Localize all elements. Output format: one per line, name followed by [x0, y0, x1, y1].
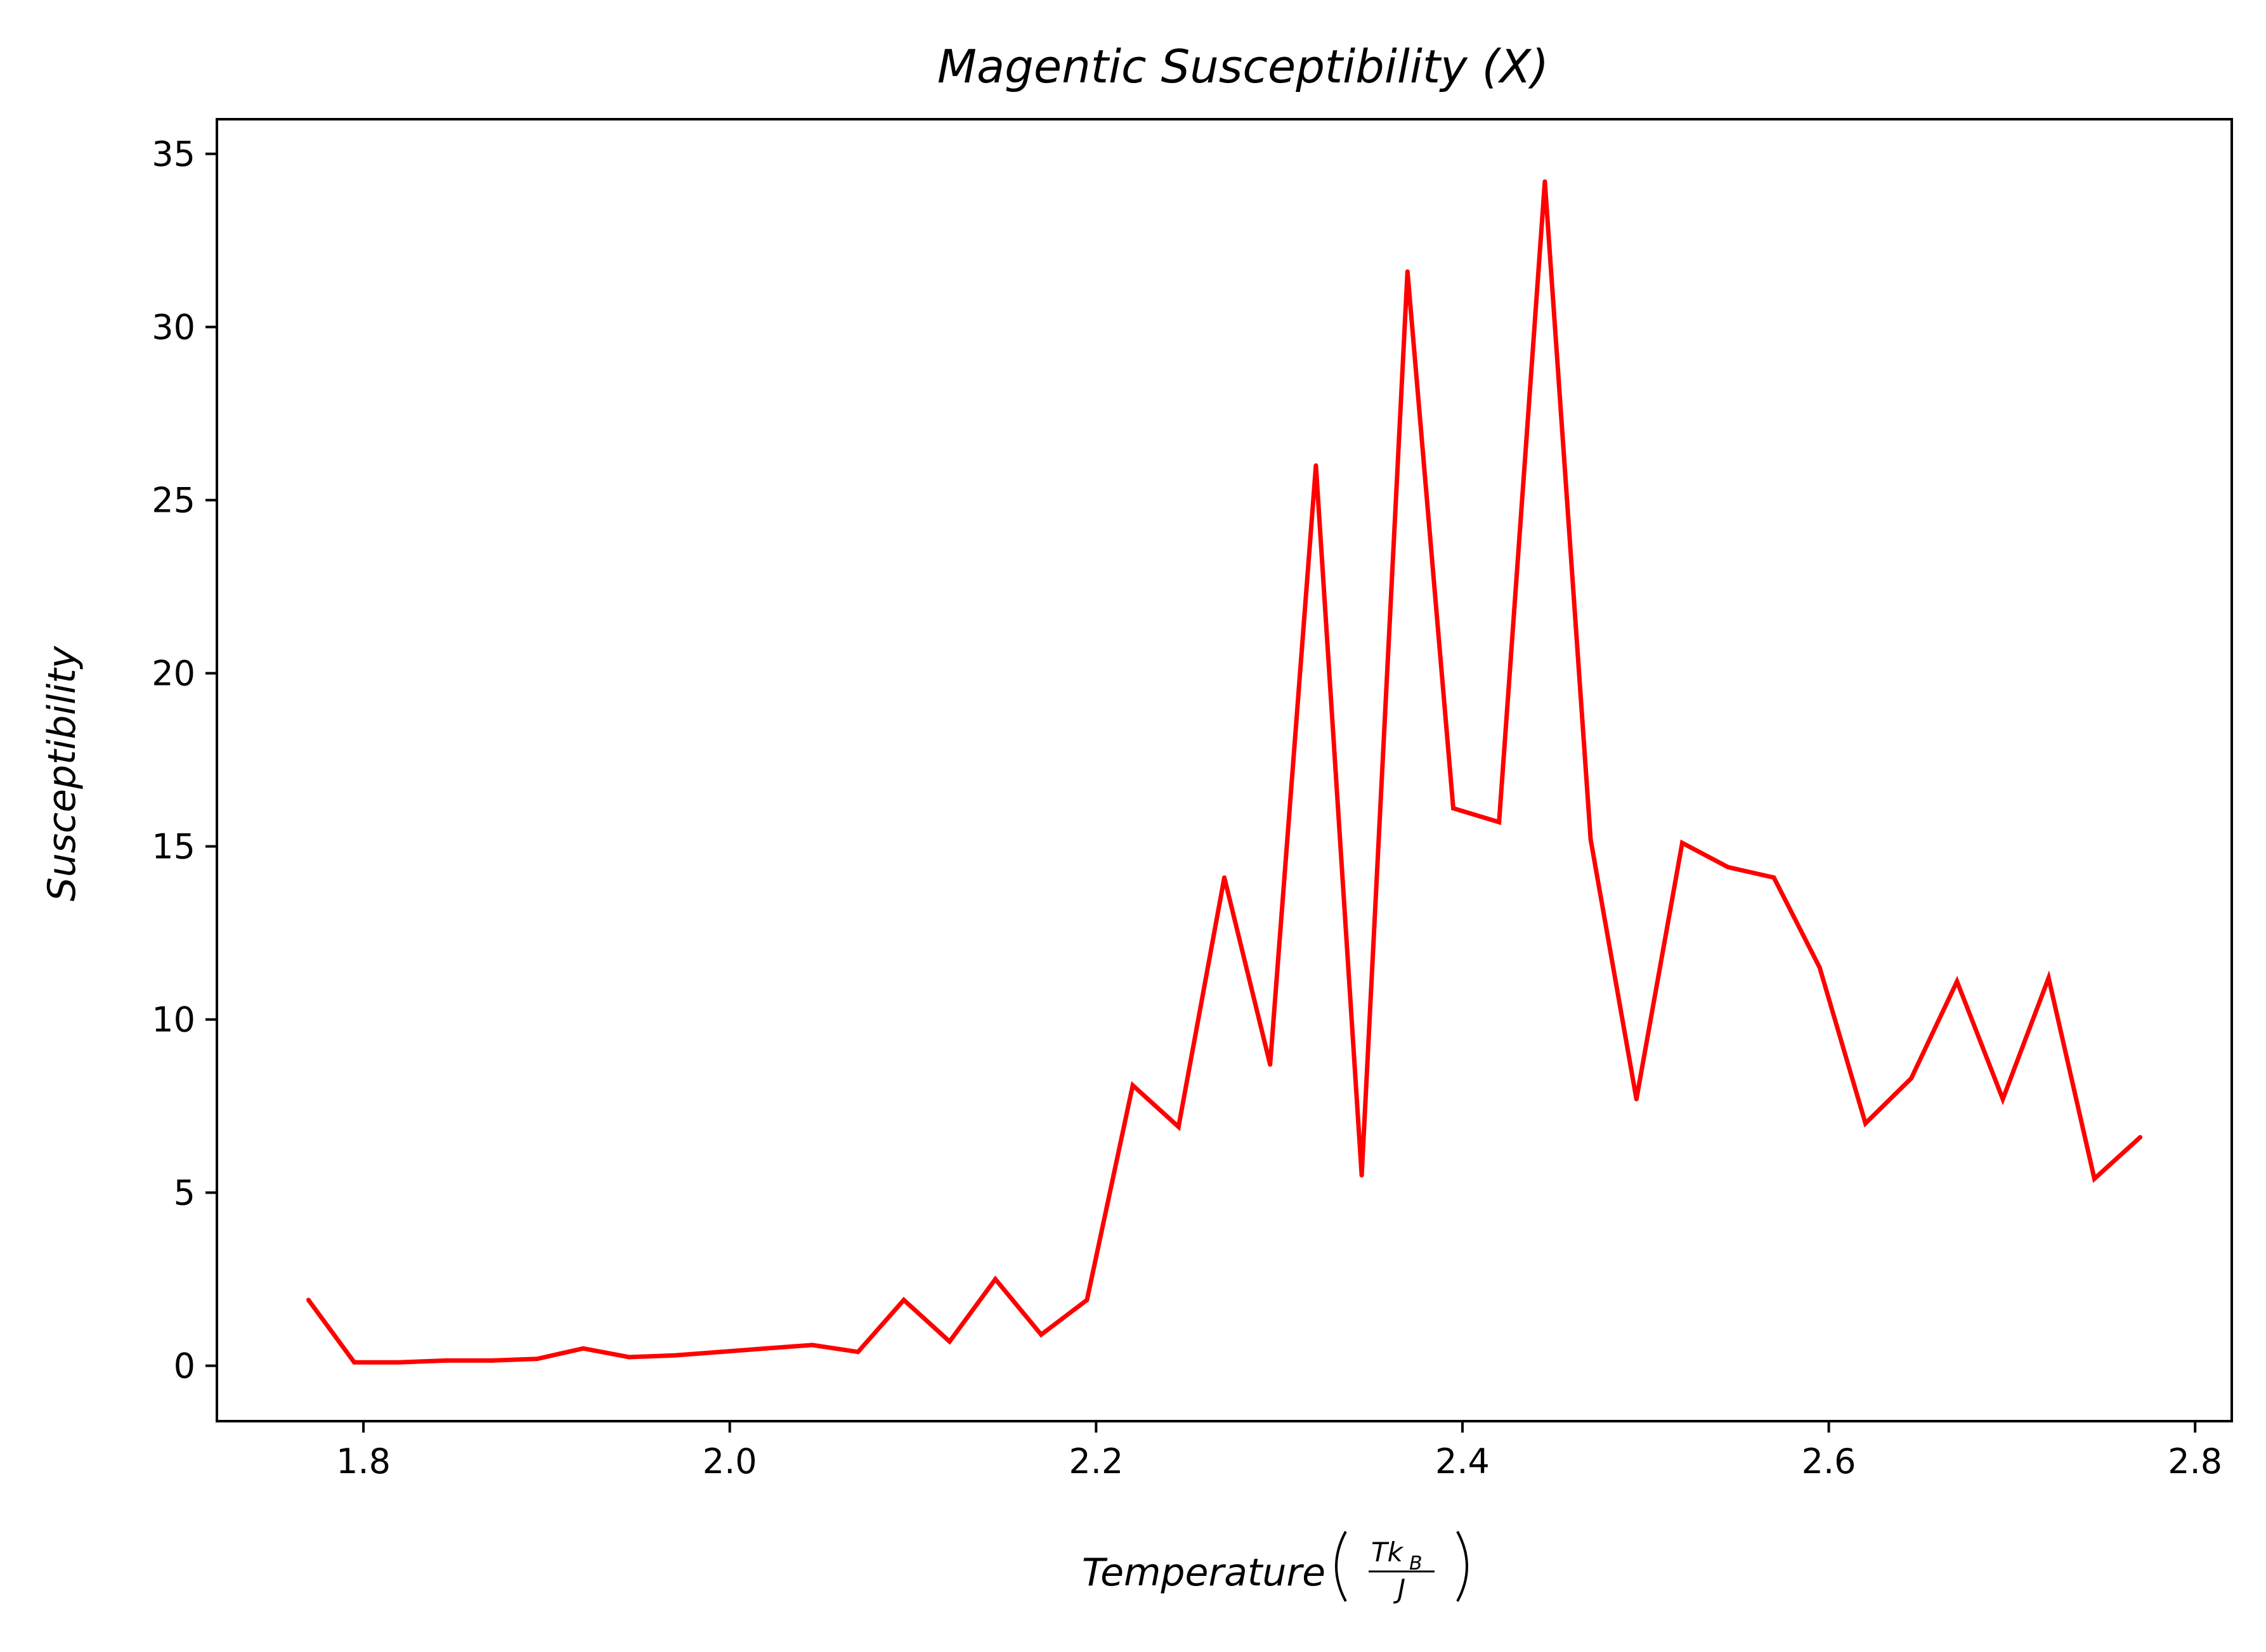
data-point	[1039, 1332, 1044, 1337]
x-tick-label: 2.6	[1802, 1441, 1856, 1481]
data-point	[1451, 806, 1455, 811]
plot-frame	[216, 118, 2233, 1422]
data-point	[1909, 1076, 1914, 1081]
data-point	[1817, 965, 1822, 970]
data-point	[672, 1353, 677, 1358]
y-tick-label: 5	[174, 1173, 195, 1213]
y-axis-ticks: 0 5 10 15 20 25 30 35	[152, 134, 217, 1386]
y-tick-label: 30	[152, 308, 195, 348]
chart-title: Magentic Susceptibility (X)	[937, 40, 1549, 93]
y-axis-label: Susceptibility	[40, 645, 84, 901]
data-point	[1268, 1062, 1273, 1067]
data-point	[2046, 975, 2051, 980]
data-point	[1726, 864, 1731, 869]
data-point	[398, 1360, 403, 1365]
x-tick-label: 2.0	[703, 1441, 757, 1481]
susceptibility-series-points	[306, 179, 2143, 1365]
fraction-numerator: Tk	[1371, 1537, 1404, 1568]
data-point	[1771, 875, 1776, 880]
data-point	[1955, 979, 1960, 984]
x-axis-label: Temperature Tk B J	[1082, 1531, 1468, 1604]
data-point	[764, 1346, 769, 1351]
data-point	[1176, 1124, 1181, 1129]
right-paren	[1456, 1531, 1468, 1602]
x-axis-ticks: 1.8 2.0 2.2 2.4 2.6 2.8	[336, 1421, 2222, 1481]
data-point	[1542, 179, 1547, 184]
y-tick-label: 25	[152, 481, 195, 521]
fraction-numerator-subscript: B	[1409, 1552, 1423, 1575]
data-point	[718, 1350, 723, 1355]
data-point	[856, 1350, 861, 1355]
data-point	[2092, 1176, 2097, 1181]
data-point	[1405, 269, 1410, 274]
data-point	[1497, 819, 1502, 824]
data-point	[489, 1358, 494, 1363]
y-tick-label: 20	[152, 654, 195, 694]
data-point	[1222, 875, 1227, 880]
y-tick-label: 35	[152, 134, 195, 174]
data-point	[1130, 1083, 1135, 1088]
data-point	[1863, 1121, 1868, 1126]
data-point	[1588, 837, 1593, 842]
x-axis-label-text: Temperature	[1082, 1551, 1325, 1595]
data-point	[2000, 1096, 2005, 1102]
data-point	[947, 1339, 952, 1344]
data-point	[443, 1358, 448, 1363]
data-point	[627, 1355, 632, 1360]
y-tick-label: 0	[174, 1346, 195, 1386]
data-point	[581, 1346, 586, 1351]
data-point	[1359, 1173, 1364, 1178]
data-point	[535, 1356, 540, 1362]
data-point	[352, 1360, 357, 1365]
x-tick-label: 1.8	[336, 1441, 391, 1481]
data-point	[306, 1298, 311, 1303]
x-tick-label: 2.8	[2168, 1441, 2222, 1481]
data-point	[901, 1298, 906, 1303]
data-point	[1634, 1096, 1639, 1102]
y-tick-label: 10	[152, 1000, 195, 1040]
y-tick-label: 15	[152, 827, 195, 867]
data-point	[810, 1343, 815, 1348]
x-tick-label: 2.2	[1069, 1441, 1123, 1481]
data-point	[1084, 1298, 1090, 1303]
data-point	[2138, 1135, 2143, 1140]
data-point	[1680, 840, 1684, 845]
data-point	[1313, 463, 1319, 468]
left-paren	[1335, 1531, 1347, 1602]
x-tick-label: 2.4	[1435, 1441, 1490, 1481]
data-point	[993, 1277, 998, 1282]
